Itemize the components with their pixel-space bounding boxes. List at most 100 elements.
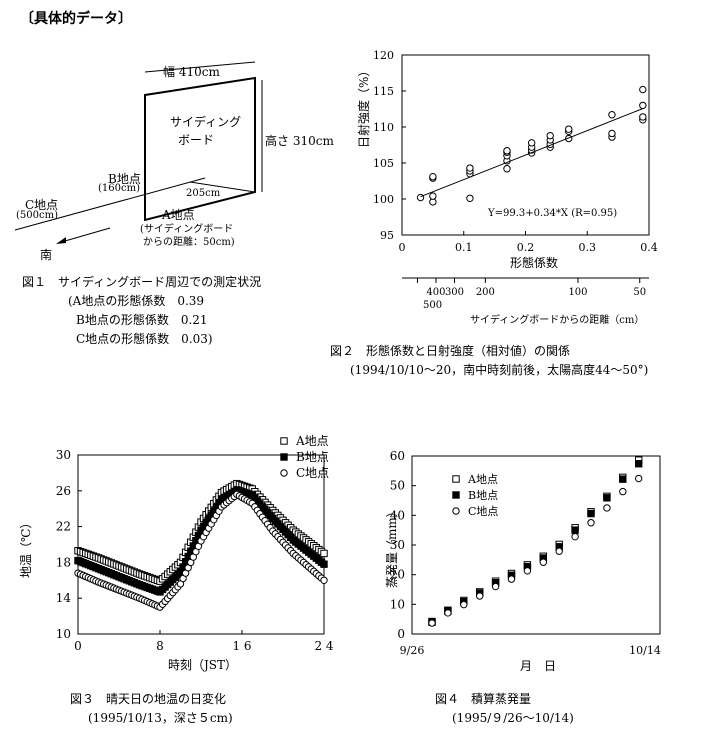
fig4-ylabel: 蒸発量（mm）	[385, 505, 399, 588]
fig3-legend-label: C地点	[296, 466, 329, 480]
fig2-equation: Y=99.3+0.34*X (R=0.95)	[488, 208, 618, 219]
fig2-data-point	[429, 172, 437, 181]
fig2-xlabel: 形態係数	[510, 256, 559, 270]
fig4-xtick-label: 9/26	[400, 644, 425, 657]
fig3-legend-marker	[280, 437, 288, 445]
fig4-xlabel: 月 日	[520, 659, 557, 673]
fig2-ytick-label: 115	[373, 85, 394, 98]
fig2-x2tick-label: 50	[633, 287, 646, 298]
fig4-data-point	[619, 475, 627, 483]
fig3-ytick-label: 18	[56, 555, 71, 569]
fig4-legend-label: C地点	[468, 505, 498, 518]
fig4-legend-label: A地点	[467, 473, 498, 486]
fig2-data-point	[639, 85, 647, 94]
fig4-data-point	[476, 592, 484, 600]
fig2-data-point	[608, 111, 616, 119]
fig2-x2label: サイディングボードからの距離（cm）	[470, 315, 645, 326]
c-point-label: C地点	[25, 198, 59, 212]
fig3-ytick-label: 22	[56, 520, 71, 534]
a-point-sub2: からの距離：50cm)	[143, 237, 235, 248]
fig4-ytick-label: 20	[390, 568, 405, 582]
fig4-data-point	[603, 504, 611, 512]
fig4-data-point	[587, 519, 595, 527]
south-label: 南	[40, 248, 53, 262]
fig3-ytick-label: 26	[56, 484, 71, 498]
fig2-xtick-label: 0.3	[579, 241, 597, 254]
fig3-ytick-label: 10	[56, 627, 71, 641]
fig2-x2tick-label: 100	[568, 287, 587, 298]
fig4-data-point	[587, 509, 595, 518]
fig2-x2tick-label: 200	[476, 287, 495, 298]
board-label-2: ボード	[178, 133, 215, 147]
fig4-data-point	[635, 474, 643, 483]
width-dimension-line	[144, 61, 256, 73]
fig3-ytick-label: 30	[56, 448, 71, 462]
fig2-data-point	[503, 147, 511, 155]
fig2-x2-extra: 500	[423, 300, 443, 311]
fig4-data-point	[571, 526, 579, 534]
fig3-legend-marker	[280, 453, 288, 461]
fig2-ytick-label: 105	[373, 157, 394, 170]
fig3-legend-label: B地点	[296, 450, 329, 464]
width-label: 幅 410cm	[163, 65, 220, 79]
fig1-caption-a: (A地点の形態係数 0.39	[68, 294, 205, 308]
south-arrow	[57, 227, 111, 244]
fig4-data-point	[619, 487, 627, 496]
fig2-data-point	[466, 194, 474, 202]
fig2-data-point	[429, 192, 437, 200]
a-point-label: A地点	[162, 208, 195, 222]
fig3-legend-label: A地点	[295, 434, 329, 448]
fig4-legend-marker	[452, 507, 460, 515]
fig2-data-point	[546, 131, 554, 140]
fig2-caption-sub: (1994/10/10～20，南中時刻前後，太陽高度44～50°)	[350, 363, 649, 377]
b-point-distance: (160cm)	[98, 183, 140, 194]
fig3-plot-frame	[77, 454, 325, 635]
fig2-ytick-label: 100	[373, 193, 394, 206]
fig2-xtick-label: 0	[399, 241, 406, 254]
fig2-xtick-label: 0.2	[517, 241, 535, 254]
south-arrowhead	[56, 237, 66, 244]
fig4-xtick-label: 10/14	[629, 644, 661, 657]
fig2-ytick-label: 120	[373, 49, 394, 62]
fig4-legend-marker	[452, 475, 460, 483]
fig4-data-point	[460, 600, 468, 609]
fig2-regression-line	[420, 108, 644, 198]
fig2-data-point	[527, 139, 536, 147]
fig4-data-point	[523, 567, 532, 575]
fig3-xtick-label: 1 6	[232, 639, 251, 653]
fig1-caption-c: C地点の形態係数 0.03)	[76, 332, 213, 346]
fig4-ytick-label: 10	[390, 597, 405, 611]
fig2-data-point	[503, 165, 511, 173]
fig3-xtick-label: 0	[74, 639, 82, 653]
fig4-data-point	[539, 558, 547, 566]
fig4-ytick-label: 0	[397, 627, 405, 641]
fig2-ytick-label: 95	[380, 229, 394, 242]
fig4-data-point	[428, 619, 436, 627]
fig3-ytick-label: 14	[56, 591, 72, 605]
fig2-ytick-label: 110	[373, 121, 394, 134]
section-header: 〔具体的データ〕	[20, 11, 132, 27]
fig3-legend-marker	[280, 469, 288, 477]
fig2-data-point	[466, 164, 474, 172]
fig2-x2tick-label: 300	[445, 287, 464, 298]
fig2-x2tick-label: 400	[426, 287, 445, 298]
fig3-caption-sub: (1995/10/13，深さ５cm)	[88, 711, 233, 725]
fig2-caption-title: 図２ 形態係数と日射強度（相対値）の関係	[330, 344, 571, 358]
fig3-data-point	[320, 549, 328, 558]
fig3-xtick-label: 2 4	[314, 639, 333, 653]
fig4-data-point	[571, 532, 579, 541]
ground-line	[14, 177, 206, 231]
fig2-data-point	[565, 125, 573, 133]
fig4-ytick-label: 60	[390, 449, 405, 463]
fig2-data-point	[639, 113, 647, 121]
dim-205: 205cm	[186, 188, 221, 199]
fig4-caption-title: 図４ 積算蒸発量	[435, 692, 532, 706]
fig4-caption-sub: (1995/９/26～10/14)	[452, 711, 574, 725]
fig3-xtick-label: 8	[156, 639, 164, 653]
ground-line-right	[189, 181, 256, 193]
fig3-data-point	[320, 576, 328, 584]
fig2-xtick-label: 0.1	[455, 241, 473, 254]
